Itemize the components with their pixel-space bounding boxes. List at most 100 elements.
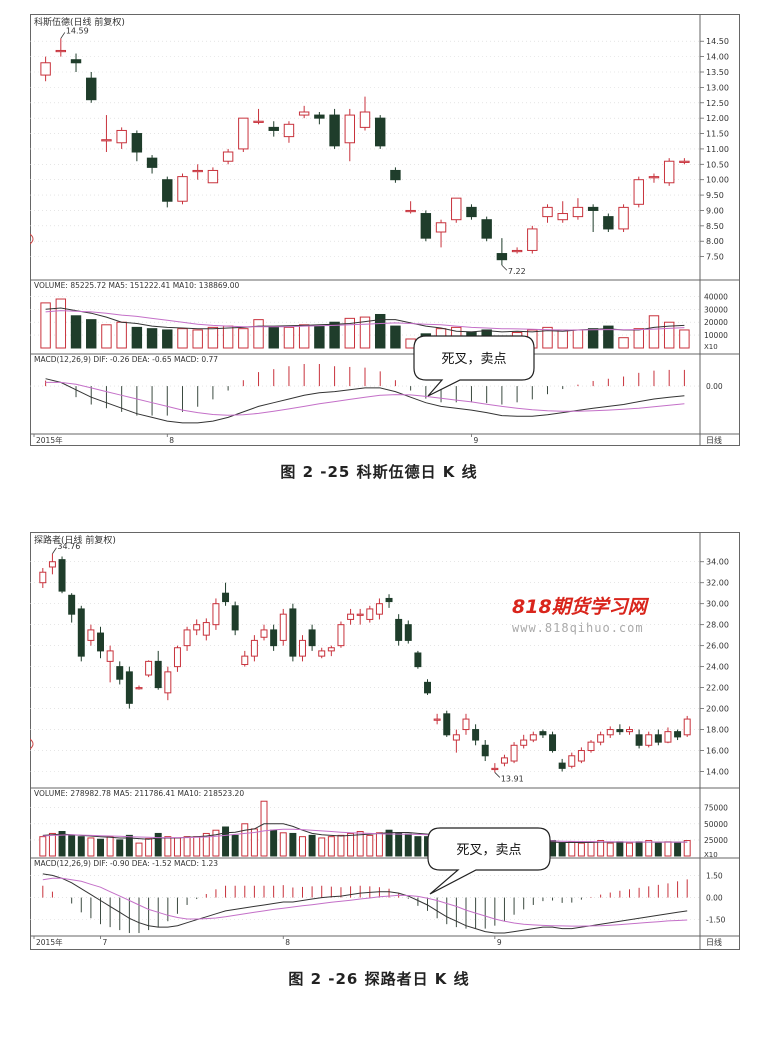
price-tick-label: 24.00 bbox=[706, 663, 729, 672]
volume-bar bbox=[183, 836, 191, 857]
price-tick-label: 13.50 bbox=[706, 68, 729, 77]
volume-bar bbox=[135, 842, 143, 857]
high-label: 14.59 bbox=[66, 26, 89, 35]
annotation-text: 死叉，卖点 bbox=[441, 352, 506, 367]
candle-body bbox=[68, 594, 76, 615]
volume-bar bbox=[674, 842, 682, 857]
volume-bar bbox=[298, 324, 310, 349]
low-marker bbox=[494, 772, 501, 778]
price-tick-label: 26.00 bbox=[706, 642, 729, 651]
candle-body bbox=[299, 639, 306, 657]
candle-body bbox=[260, 629, 268, 638]
candle-body bbox=[452, 734, 460, 741]
volume-bar bbox=[557, 329, 568, 349]
high-marker bbox=[52, 547, 57, 554]
price-tick-label: 30.00 bbox=[706, 600, 729, 609]
low-label: 13.91 bbox=[501, 774, 524, 783]
annotation-text: 死叉，卖点 bbox=[456, 843, 521, 858]
volume-bar bbox=[390, 325, 401, 349]
volume-bar bbox=[572, 329, 584, 349]
candle-body bbox=[496, 253, 508, 261]
candle-body bbox=[404, 624, 412, 641]
candle-body bbox=[222, 151, 234, 162]
watermark: 818期货学习网 www.818qihuo.com bbox=[512, 592, 692, 635]
left-edge-marker bbox=[30, 738, 34, 750]
price-tick-label: 12.00 bbox=[706, 114, 729, 123]
date-label: 2015年 bbox=[36, 435, 63, 445]
candle-body bbox=[146, 157, 158, 168]
candle-body bbox=[491, 767, 499, 771]
volume-bar bbox=[241, 823, 249, 857]
volume-bar bbox=[577, 842, 585, 857]
volume-ma10-line bbox=[45, 310, 685, 331]
volume-bar bbox=[289, 832, 297, 857]
candle-body bbox=[481, 219, 492, 239]
volume-bar bbox=[327, 836, 335, 857]
candle-body bbox=[587, 741, 595, 752]
volume-bar bbox=[542, 326, 553, 349]
volume-bar bbox=[177, 328, 188, 349]
price-tick-label: 9.00 bbox=[706, 206, 724, 215]
volume-bar bbox=[314, 325, 325, 349]
candle-body bbox=[539, 731, 547, 736]
candle-body bbox=[462, 718, 470, 731]
candle-body bbox=[314, 114, 325, 119]
volume-bar bbox=[344, 317, 356, 349]
volume-bar bbox=[616, 841, 624, 857]
date-label: 2015年 bbox=[36, 937, 63, 947]
candle-body bbox=[162, 179, 173, 202]
price-tick-label: 8.50 bbox=[706, 222, 724, 231]
macd-tick-label: -1.50 bbox=[706, 916, 726, 925]
watermark-logo: 818期货学习网 bbox=[512, 596, 647, 618]
candle-body bbox=[374, 117, 386, 147]
candle-body bbox=[511, 249, 523, 253]
candle-body bbox=[433, 718, 441, 721]
candle-body bbox=[527, 228, 538, 251]
candle-body bbox=[298, 111, 310, 116]
volume-bar bbox=[131, 326, 143, 349]
date-label: 8 bbox=[169, 436, 174, 445]
price-tick-label: 14.50 bbox=[706, 37, 729, 46]
caption-figure-2-25: 图 2 -25 科斯伍德日 K 线 bbox=[280, 463, 478, 481]
kline-chart-kesiwude: 科斯伍德(日线 前复权) 14.50 14.00 13.50 13.00 12.50 12.… bbox=[30, 14, 740, 446]
candle-body bbox=[356, 613, 364, 616]
candle-body bbox=[329, 114, 340, 147]
price-tick-label: 34.00 bbox=[706, 558, 729, 567]
volume-bar bbox=[558, 842, 566, 857]
candle-body bbox=[116, 129, 127, 144]
volume-bar bbox=[308, 834, 316, 857]
volume-bar bbox=[222, 826, 230, 857]
volume-bar bbox=[683, 840, 691, 857]
candle-body bbox=[572, 206, 584, 218]
candle-body bbox=[472, 729, 480, 741]
chart-frame bbox=[30, 14, 740, 446]
high-marker bbox=[60, 32, 66, 39]
candle-body bbox=[654, 734, 662, 743]
macd-tick-label: 0.00 bbox=[706, 382, 723, 391]
candle-body bbox=[40, 62, 51, 76]
date-label: 9 bbox=[497, 938, 502, 947]
candle-body bbox=[520, 739, 528, 746]
candle-body bbox=[270, 629, 278, 647]
candle-body bbox=[451, 197, 462, 221]
chart-frame bbox=[30, 532, 740, 950]
candle-body bbox=[420, 213, 432, 239]
left-edge-marker bbox=[30, 233, 34, 245]
volume-legend: VOLUME: 85225.72 MA5: 151222.41 MA10: 13… bbox=[34, 281, 240, 290]
volume-bar bbox=[679, 329, 690, 349]
volume-tick-label: 10000 bbox=[704, 331, 728, 340]
volume-bar bbox=[329, 321, 340, 349]
candle-body bbox=[289, 608, 297, 657]
candle-body bbox=[635, 734, 643, 746]
date-label: 8 bbox=[285, 938, 290, 947]
price-tick-label: 10.00 bbox=[706, 176, 729, 185]
volume-bar bbox=[283, 326, 295, 349]
volume-bar bbox=[603, 325, 614, 349]
volume-bar bbox=[395, 832, 403, 857]
volume-tick-label: 75000 bbox=[704, 804, 728, 813]
candle-body bbox=[344, 114, 356, 144]
candle-body bbox=[308, 629, 316, 647]
price-tick-label: 11.00 bbox=[706, 145, 729, 154]
volume-bar bbox=[212, 829, 220, 857]
price-tick-label: 9.50 bbox=[706, 191, 724, 200]
